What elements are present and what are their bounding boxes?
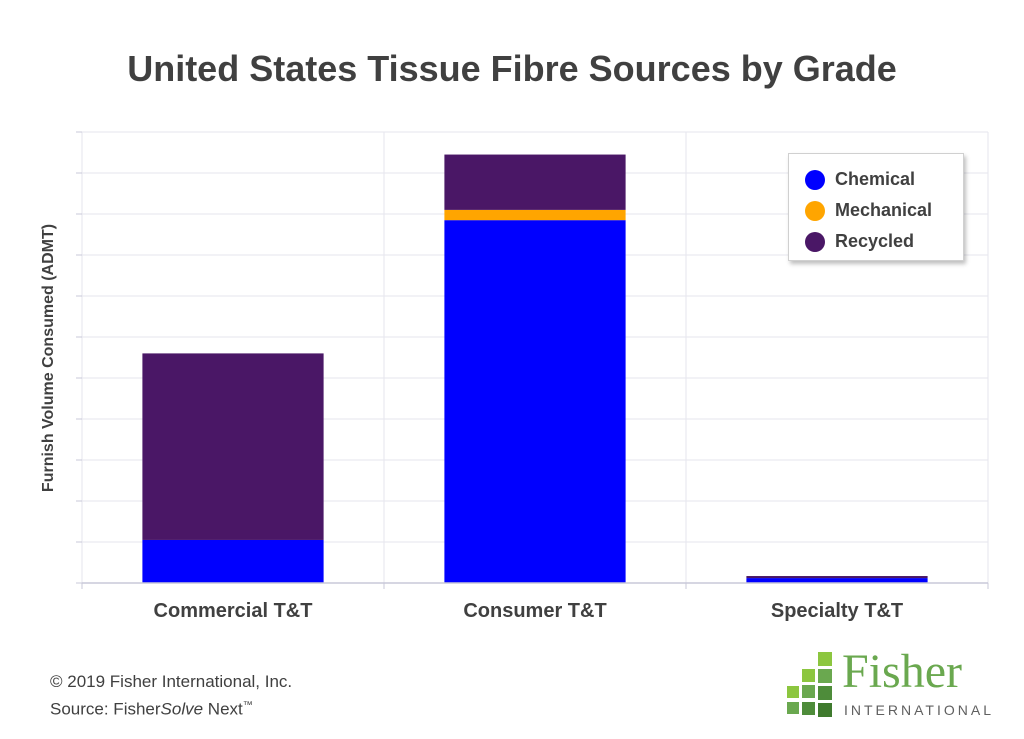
bar-chemical-1 (142, 539, 324, 583)
legend-item-mechanical: Mechanical (805, 195, 963, 226)
trademark-mark: ™ (242, 700, 253, 711)
legend-label-recycled: Recycled (835, 231, 915, 251)
bar-mechanical-2 (444, 209, 626, 221)
source-suffix: Next (203, 699, 243, 719)
x-tick-label: Consumer T&T (463, 600, 606, 622)
logo-mark-icon (787, 652, 832, 717)
bar-chemical-2 (444, 220, 626, 583)
legend-label-mechanical: Mechanical (835, 200, 933, 220)
x-tick-label: Commercial T&T (154, 600, 313, 622)
chart-title: United States Tissue Fibre Sources by Gr… (127, 48, 897, 89)
source-text: Source: FisherSolve Next™ (50, 694, 292, 722)
legend-item-recycled: Recycled (805, 226, 963, 257)
legend-item-chemical: Chemical (805, 164, 963, 195)
logo-subtitle: INTERNATIONAL (844, 702, 994, 718)
footer: © 2019 Fisher International, Inc. Source… (50, 670, 292, 722)
bar-recycled-3 (746, 576, 928, 579)
bar-recycled-2 (444, 154, 626, 210)
source-italic: Solve (160, 699, 204, 719)
bar-chemical-3 (746, 578, 928, 583)
legend: Chemical Mechanical Recycled (788, 153, 964, 261)
y-axis-label: Furnish Volume Consumed (ADMT) (40, 224, 57, 492)
axes: Commercial T&T Consumer T&T Specialty T&T (76, 131, 989, 622)
logo-wordmark: Fisher (842, 645, 962, 698)
legend-label-chemical: Chemical (835, 169, 916, 189)
bars (142, 154, 928, 583)
x-tick-label: Specialty T&T (771, 600, 903, 622)
legend-swatch-recycled (805, 231, 825, 252)
legend-swatch-mechanical (805, 200, 825, 221)
copyright-text: © 2019 Fisher International, Inc. (50, 672, 293, 691)
fisher-logo: Fisher INTERNATIONAL (784, 645, 991, 720)
bar-recycled-1 (142, 353, 324, 540)
legend-swatch-chemical (805, 169, 825, 190)
source-prefix: Source: Fisher (50, 699, 161, 719)
